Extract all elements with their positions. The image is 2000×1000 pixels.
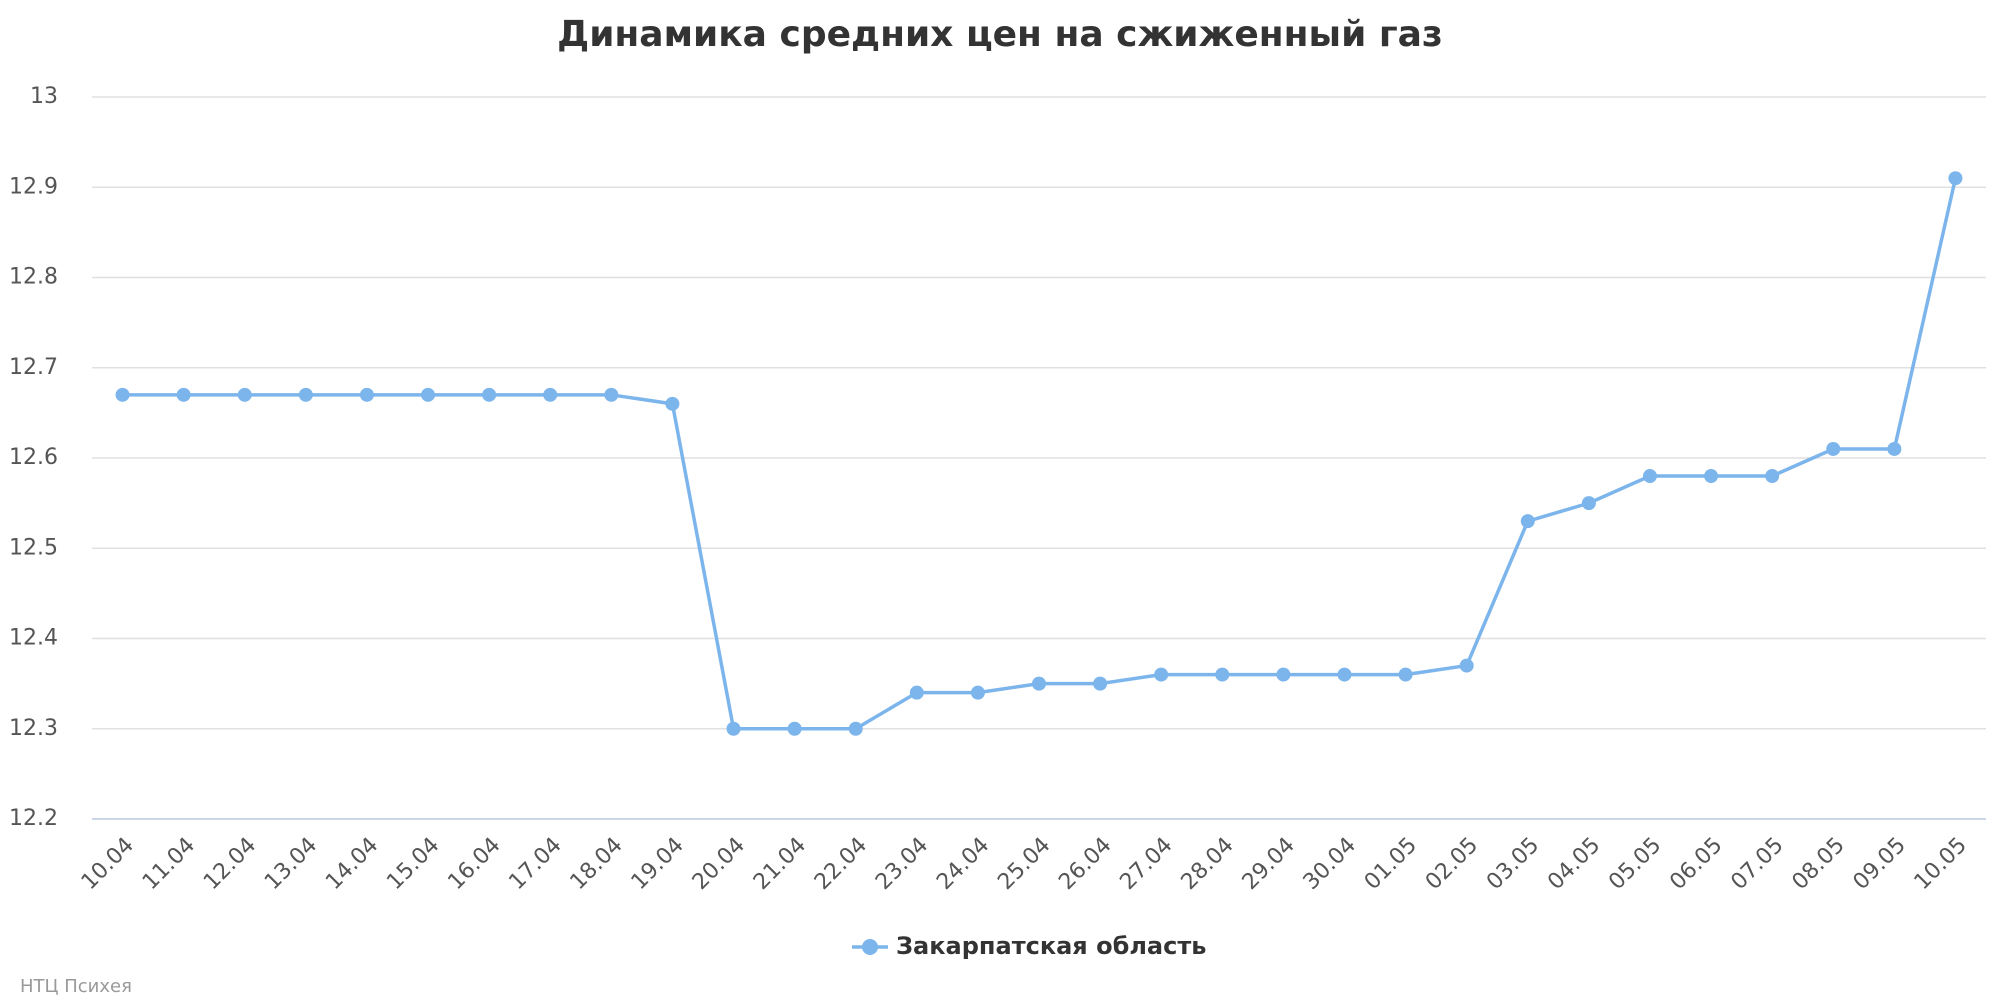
credits: НТЦ Психея [20,976,132,997]
x-tick-label: 14.04 [321,833,383,895]
x-tick-label: 09.05 [1849,833,1911,895]
x-tick-label: 30.04 [1299,833,1361,895]
legend-marker [862,939,878,955]
x-tick-label: 03.05 [1482,833,1544,895]
x-tick-label: 15.04 [382,833,444,895]
x-tick-label: 29.04 [1238,833,1300,895]
x-tick-label: 05.05 [1604,833,1666,895]
point [1337,667,1352,682]
x-tick-label: 20.04 [688,833,750,895]
y-tick-label: 12.5 [9,535,58,560]
y-tick-label: 13 [30,84,58,109]
x-tick-label: 13.04 [260,833,322,895]
point [665,396,680,411]
x-tick-label: 22.04 [810,833,872,895]
y-tick-label: 12.3 [9,716,58,741]
point [1459,658,1474,673]
point [1948,171,1963,186]
point [543,387,558,402]
point [359,387,374,402]
y-tick-label: 12.7 [9,355,58,380]
point [1398,667,1413,682]
point [482,387,497,402]
series-line [122,177,1958,731]
x-tick-label: 11.04 [138,833,200,895]
y-tick-label: 12.9 [9,174,58,199]
y-tick-label: 12.8 [9,265,58,290]
point [1765,469,1780,484]
x-tick-label: 16.04 [443,833,505,895]
point [604,387,619,402]
point [298,387,313,402]
point [1032,676,1046,691]
x-tick-label: 23.04 [871,833,933,895]
x-tick-label: 10.05 [1910,833,1972,895]
x-tick-label: 18.04 [566,833,628,895]
point [1154,667,1169,682]
x-tick-label: 01.05 [1360,833,1422,895]
x-tick-label: 02.05 [1421,833,1483,895]
point [1826,441,1841,456]
point [1276,667,1291,682]
point [1642,469,1657,484]
point [1887,441,1902,456]
point [787,721,802,736]
point [1093,676,1108,691]
x-tick-label: 10.04 [77,833,139,895]
x-tick-label: 07.05 [1726,833,1788,895]
point [1215,667,1230,682]
chart-title: Динамика средних цен на сжиженный газ [557,14,1443,55]
y-tick-label: 12.2 [9,806,58,831]
x-tick-label: 04.05 [1543,833,1605,895]
x-tick-label: 12.04 [199,833,261,895]
x-tick-label: 26.04 [1054,833,1116,895]
x-tick-label: 25.04 [993,833,1055,895]
point [848,721,863,736]
x-tick-label: 28.04 [1177,833,1239,895]
x-tick-label: 08.05 [1788,833,1850,895]
point [421,387,436,402]
x-tick-label: 21.04 [749,833,811,895]
point [1704,469,1719,484]
point [909,685,924,700]
point [726,721,741,736]
x-tick-label: 27.04 [1115,833,1177,895]
x-tick-label: 06.05 [1665,833,1727,895]
legend-label: Закарпатская область [896,932,1206,960]
point [1520,514,1535,529]
y-tick-label: 12.4 [9,626,58,651]
y-tick-label: 12.6 [9,445,58,470]
point [237,387,252,402]
point [115,387,130,402]
x-tick-label: 17.04 [504,833,566,895]
x-tick-label: 19.04 [627,833,689,895]
point [970,685,985,700]
point [176,387,191,402]
x-tick-label: 24.04 [932,833,994,895]
point [1581,496,1596,511]
